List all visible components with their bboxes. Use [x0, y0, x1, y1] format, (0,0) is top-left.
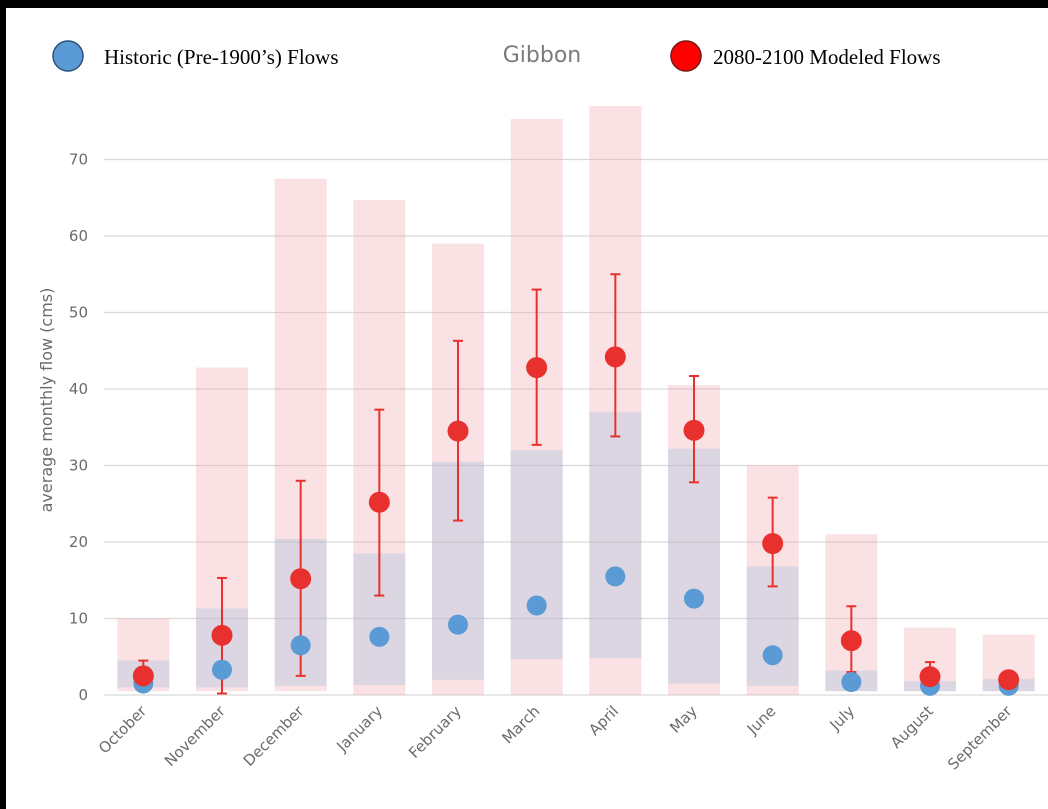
modeled-point — [604, 346, 626, 368]
x-tick-label: July — [826, 702, 859, 735]
modeled-point — [447, 420, 469, 442]
y-tick-label: 30 — [69, 457, 88, 475]
modeled-point — [762, 533, 784, 555]
legend-modeled-label: 2080-2100 Modeled Flows — [713, 45, 941, 69]
y-tick-label: 60 — [69, 227, 88, 245]
x-tick-label: December — [240, 702, 308, 770]
x-tick-label: October — [95, 702, 151, 758]
modeled-point — [211, 624, 233, 646]
modeled-point — [998, 669, 1020, 691]
x-tick-label: September — [944, 702, 1016, 774]
modeled-point — [840, 630, 862, 652]
historic-point — [369, 626, 390, 647]
x-tick-label: June — [743, 702, 780, 739]
historic-point — [841, 671, 862, 692]
modeled-point — [526, 357, 548, 379]
y-tick-label: 50 — [69, 304, 88, 322]
historic-point — [526, 595, 547, 616]
modeled-point — [683, 419, 705, 441]
x-tick-label: August — [887, 702, 937, 752]
legend-historic-label: Historic (Pre-1900’s) Flows — [104, 45, 339, 69]
legend-historic-marker — [52, 40, 84, 72]
y-axis-label: average monthly flow (cms) — [37, 288, 56, 513]
modeled-point — [368, 491, 390, 513]
x-tick-label: February — [405, 702, 465, 762]
historic-point — [212, 659, 232, 680]
historic-range-bar — [510, 450, 563, 660]
historic-range-bar — [589, 411, 642, 659]
y-tick-label: 0 — [78, 686, 88, 704]
modeled-point — [290, 568, 312, 590]
historic-range-bar — [668, 448, 720, 684]
modeled-point — [132, 665, 154, 687]
modeled-point — [919, 666, 941, 688]
historic-point — [762, 645, 783, 666]
x-tick-label: May — [666, 702, 701, 737]
historic-point — [684, 588, 704, 609]
y-tick-label: 70 — [69, 151, 88, 169]
data-points — [132, 346, 1020, 696]
range-bars — [117, 105, 1035, 696]
y-tick-label: 40 — [69, 380, 88, 398]
y-tick-label: 20 — [69, 533, 88, 551]
x-tick-label: March — [498, 702, 543, 747]
chart-title: Gibbon — [503, 43, 582, 68]
historic-point — [605, 566, 626, 587]
y-tick-label: 10 — [69, 610, 88, 628]
error-bars — [138, 273, 1014, 695]
historic-point — [448, 614, 468, 635]
x-tick-label: April — [585, 702, 622, 739]
grid-lines — [104, 158, 1048, 696]
y-tick-labels: 0 10 20 30 40 50 60 70 — [69, 151, 88, 705]
legend: Historic (Pre-1900’s) Flows 2080-2100 Mo… — [52, 40, 941, 72]
legend-modeled-marker — [670, 40, 702, 72]
x-tick-label: November — [161, 702, 229, 770]
historic-point — [290, 635, 311, 656]
x-tick-label: January — [333, 702, 387, 756]
x-tick-labels: October November December January February Ma… — [95, 702, 1016, 774]
